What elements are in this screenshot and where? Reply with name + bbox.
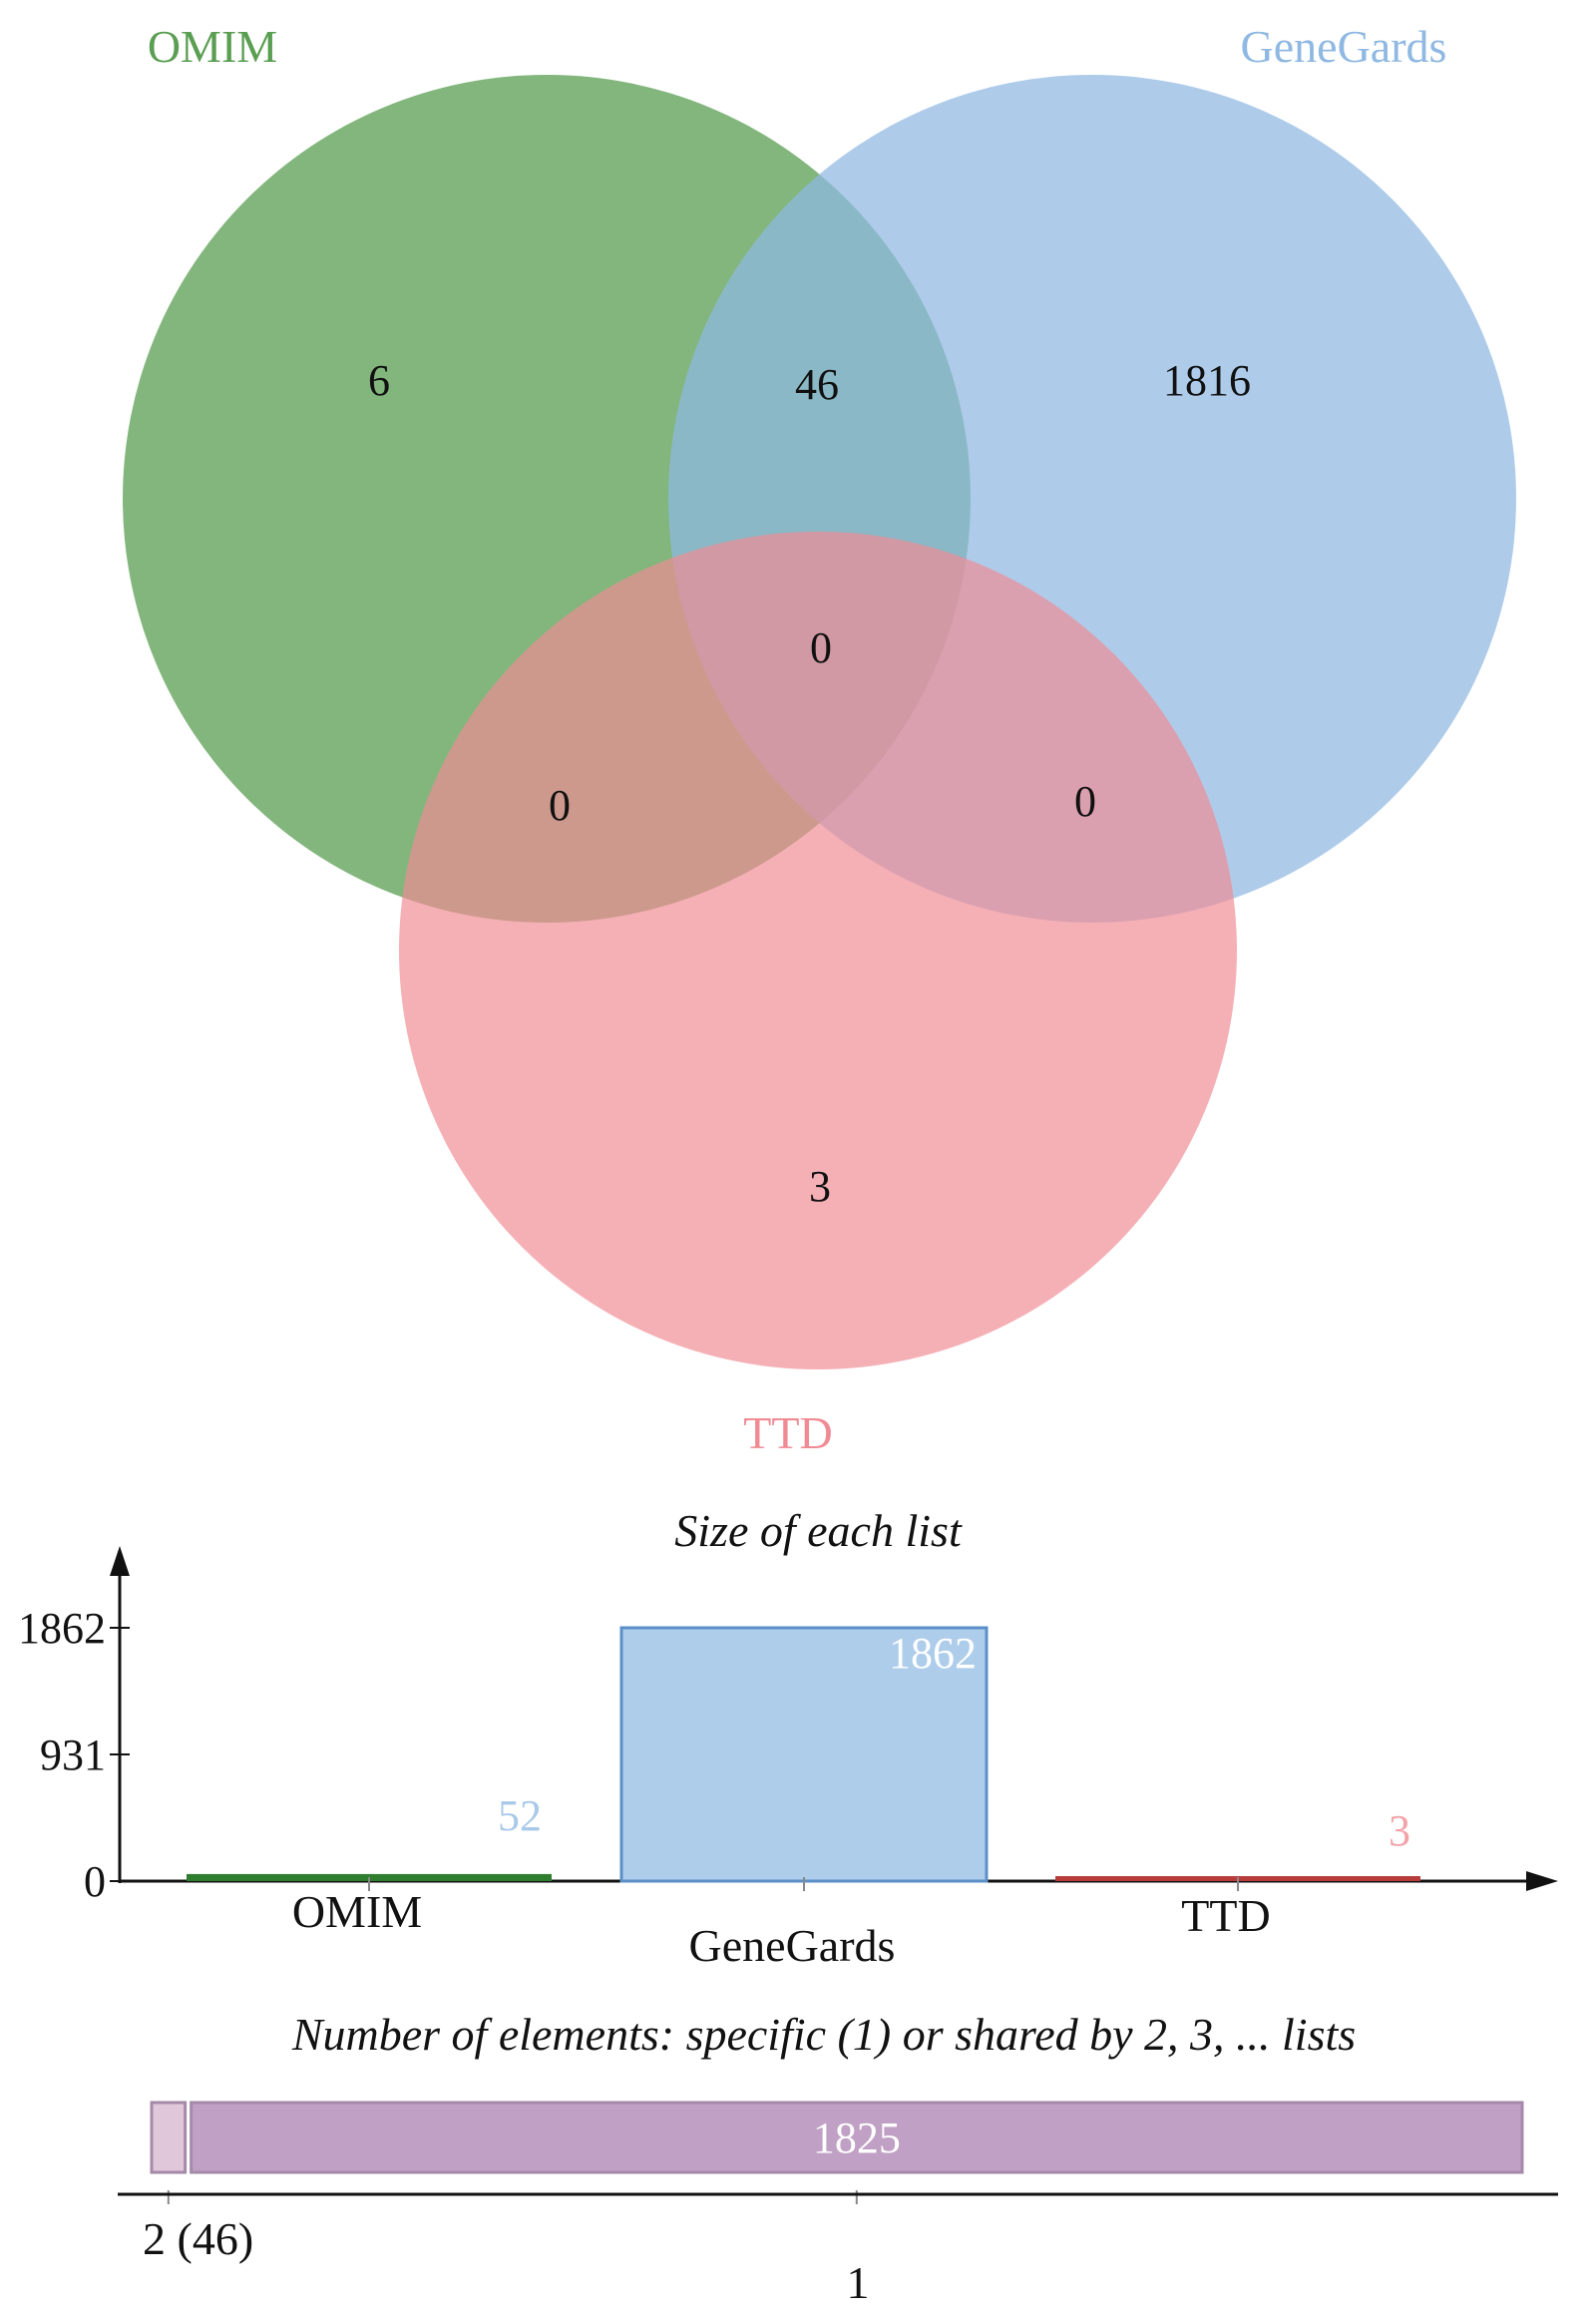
venn-region-all-three: 0 (810, 623, 832, 672)
list-size-category-label: GeneGards (689, 1920, 896, 1971)
venn-region-omim-only: 6 (368, 356, 390, 405)
shared-elements-segment-1 (190, 2101, 1524, 2174)
shared-elements-segments: 2 (46) 1825 1 (143, 2101, 1524, 2308)
list-size-chart-title: Size of each list (674, 1505, 963, 1556)
venn-region-genegards-ttd: 0 (1074, 777, 1096, 826)
venn-region-omim-genegards: 46 (795, 360, 839, 409)
shared-elements-segment-2 (150, 2101, 188, 2174)
venn-set-label-ttd: TTD (743, 1407, 832, 1458)
list-size-x-axis-arrow (1526, 1871, 1558, 1891)
venn-region-ttd-only: 3 (809, 1162, 831, 1211)
shared-elements-value-label: 1825 (813, 2114, 901, 2162)
list-size-bars: 52 OMIM 1862 GeneGards 3 TTD (187, 1626, 1420, 1971)
list-size-category-label: TTD (1181, 1890, 1270, 1941)
venn-region-omim-ttd: 0 (549, 781, 571, 830)
list-size-y-ticks: 0 931 1862 (18, 1604, 130, 1906)
list-size-value-label: 3 (1389, 1806, 1410, 1855)
list-size-bar-genegards (619, 1626, 989, 1883)
venn-set-label-omim: OMIM (148, 21, 277, 72)
list-size-category-label: OMIM (292, 1886, 422, 1937)
venn-region-genegards-only: 1816 (1163, 356, 1251, 405)
list-size-y-tick-label: 1862 (18, 1604, 106, 1653)
shared-elements-category-label: 2 (46) (143, 2213, 253, 2264)
venn-set-label-genegards: GeneGards (1241, 21, 1447, 72)
shared-elements-chart: Number of elements: specific (1) or shar… (118, 2009, 1558, 2308)
shared-elements-category-label: 1 (847, 2257, 870, 2308)
list-size-y-tick-label: 0 (84, 1857, 106, 1906)
shared-elements-chart-title: Number of elements: specific (1) or shar… (291, 2009, 1356, 2060)
list-size-y-axis-arrow (110, 1546, 130, 1576)
list-size-y-tick-label: 931 (40, 1731, 106, 1779)
list-size-value-label: 1862 (889, 1629, 977, 1678)
list-size-chart: Size of each list 0 931 1862 52 OMIM 1862 Gen… (18, 1505, 1558, 1971)
list-size-value-label: 52 (498, 1791, 542, 1840)
venn-diagram: OMIM GeneGards TTD 6 46 1816 0 0 0 3 (123, 21, 1516, 1458)
venn-circle-ttd (399, 532, 1237, 1369)
